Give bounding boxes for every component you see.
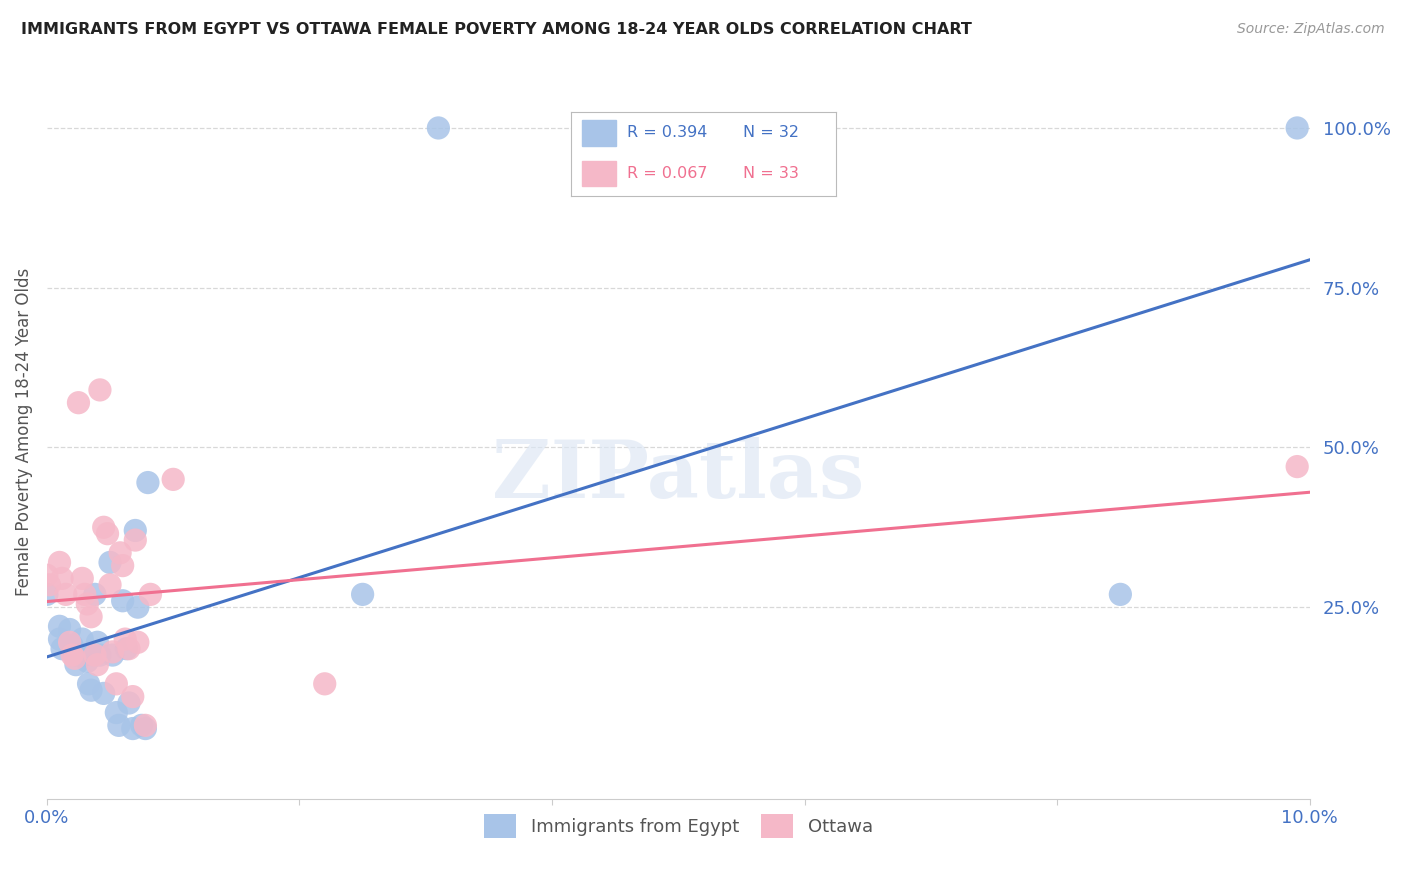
- Point: [111, 558, 134, 573]
- Point: [352, 587, 374, 601]
- Point: [89, 383, 111, 397]
- Point: [111, 594, 134, 608]
- Text: Source: ZipAtlas.com: Source: ZipAtlas.com: [1237, 22, 1385, 37]
- Point: [98, 556, 121, 570]
- Text: IMMIGRANTS FROM EGYPT VS OTTAWA FEMALE POVERTY AMONG 18-24 YEAR OLDS CORRELATION: IMMIGRANTS FROM EGYPT VS OTTAWA FEMALE P…: [21, 22, 972, 37]
- Point: [1286, 120, 1309, 135]
- Point: [73, 648, 96, 662]
- Point: [63, 651, 86, 665]
- Point: [73, 587, 96, 601]
- Point: [127, 600, 149, 615]
- Point: [76, 597, 98, 611]
- Point: [139, 587, 162, 601]
- Point: [98, 578, 121, 592]
- Point: [1286, 459, 1309, 474]
- Point: [80, 609, 103, 624]
- Point: [48, 632, 70, 646]
- Point: [76, 655, 98, 669]
- Point: [131, 718, 153, 732]
- Point: [63, 648, 86, 662]
- Point: [108, 718, 131, 732]
- Point: [35, 568, 58, 582]
- Point: [427, 120, 450, 135]
- Point: [59, 623, 82, 637]
- Text: ZIPatlas: ZIPatlas: [492, 436, 865, 515]
- Point: [35, 587, 58, 601]
- Point: [93, 686, 115, 700]
- Point: [105, 706, 128, 720]
- Point: [101, 648, 124, 662]
- Point: [162, 472, 184, 486]
- Point: [118, 696, 141, 710]
- Point: [101, 645, 124, 659]
- Point: [114, 632, 136, 646]
- Point: [89, 648, 111, 662]
- Point: [83, 587, 105, 601]
- Point: [108, 546, 131, 560]
- Point: [121, 690, 143, 704]
- Point: [134, 718, 156, 732]
- Point: [86, 635, 108, 649]
- Point: [38, 578, 60, 592]
- Point: [70, 571, 93, 585]
- Legend: Immigrants from Egypt, Ottawa: Immigrants from Egypt, Ottawa: [477, 807, 880, 845]
- Point: [115, 641, 138, 656]
- Point: [1109, 587, 1132, 601]
- Point: [60, 639, 83, 653]
- Point: [60, 648, 83, 662]
- Point: [136, 475, 159, 490]
- Point: [48, 619, 70, 633]
- Point: [77, 677, 100, 691]
- Point: [48, 556, 70, 570]
- Point: [86, 657, 108, 672]
- Y-axis label: Female Poverty Among 18-24 Year Olds: Female Poverty Among 18-24 Year Olds: [15, 268, 32, 596]
- Point: [105, 677, 128, 691]
- Point: [121, 722, 143, 736]
- Point: [59, 635, 82, 649]
- Point: [65, 657, 87, 672]
- Point: [51, 571, 73, 585]
- Point: [118, 641, 141, 656]
- Point: [124, 524, 146, 538]
- Point: [134, 722, 156, 736]
- Point: [124, 533, 146, 547]
- Point: [80, 683, 103, 698]
- Point: [51, 641, 73, 656]
- Point: [314, 677, 336, 691]
- Point: [127, 635, 149, 649]
- Point: [67, 395, 90, 409]
- Point: [93, 520, 115, 534]
- Point: [96, 526, 118, 541]
- Point: [83, 648, 105, 662]
- Point: [55, 587, 77, 601]
- Point: [70, 632, 93, 646]
